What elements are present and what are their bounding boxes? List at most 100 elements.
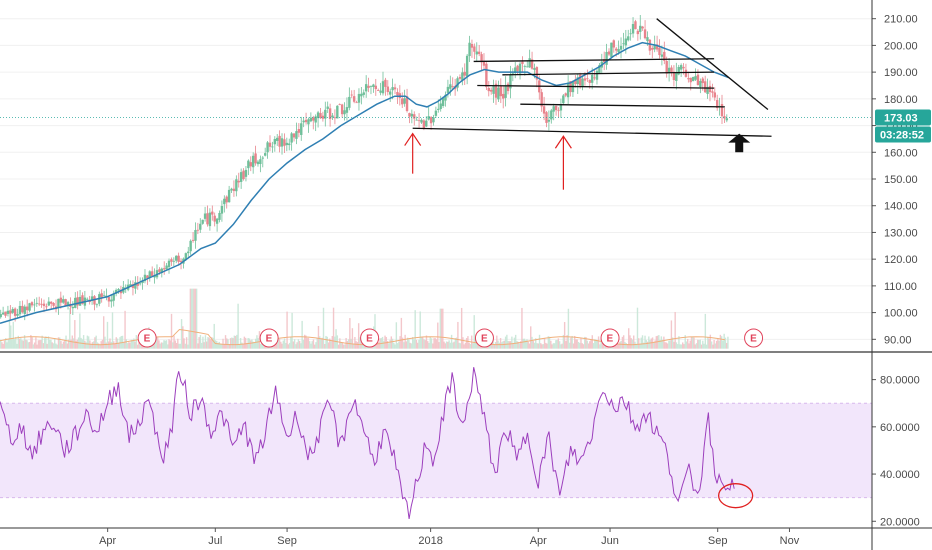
rsi-pane[interactable]: 80.0000 60.0000 40.0000 20.0000 [0,367,920,528]
volume-bar [538,334,541,349]
volume-bar [566,335,568,349]
candle-body [566,82,570,98]
volume-bar [246,343,248,349]
candle-body [302,120,305,123]
volume-bar [223,343,225,349]
volume-bar [458,342,460,349]
volume-bar [424,340,426,349]
volume-bar [527,341,529,349]
candle-body [530,59,534,69]
candle-body [550,110,553,120]
volume-bar [694,344,696,349]
volume-bar [232,338,234,349]
candle-body [629,33,632,35]
volume-bar [575,339,577,349]
candle-body [42,303,46,307]
volume-bar [580,338,582,349]
volume-bar [678,336,680,349]
candle-body [723,116,726,119]
candle-body [516,65,519,71]
volume-bar [1,342,3,349]
candle-body [18,305,22,315]
price-tick-label: 180.00 [884,94,918,106]
volume-bar [17,335,20,349]
candle-body [167,260,171,268]
volume-bar [563,322,566,349]
volume-bar [286,311,288,349]
volume-bar [69,307,71,349]
volume-bar [340,342,342,349]
volume-bar [188,331,190,349]
earnings-marker [137,328,157,348]
candle-body [590,74,594,83]
volume-bar [159,343,161,349]
rsi-axis[interactable]: 80.0000 60.0000 40.0000 20.0000 [872,375,920,529]
candle-body [295,131,298,139]
volume-bar [114,343,116,349]
volume-bar [106,321,109,349]
last-price-badge: 173.03 [875,109,931,126]
candle-body [37,303,41,305]
earnings-marker [600,328,620,348]
volume-bar [629,335,631,349]
candle-body [146,275,149,279]
volume-bar [601,338,604,349]
volume-bar [342,344,345,349]
volume-bar [13,339,16,349]
candle-body [292,133,296,138]
candle-body [268,142,272,147]
volume-bar [724,337,727,349]
earnings-marker [360,328,380,348]
volume-bar [3,340,6,349]
volume-bar [6,342,8,349]
volume-bar [646,341,649,349]
candle-body [211,211,214,215]
volume-bar [423,339,425,349]
candle-body [304,119,308,123]
price-grid [0,18,872,340]
volume-bar [10,325,12,349]
candle-body [362,92,365,95]
volume-bar [346,340,349,349]
candle-body [651,47,654,50]
volume-bar [75,340,77,349]
volume-bar [165,340,168,349]
candle-body [213,215,216,222]
volume-bar [85,342,87,349]
volume-bar [11,339,13,349]
candle-body [456,78,459,88]
candle-body [263,153,267,156]
volume-bar [108,341,110,349]
volume-bar [648,336,650,349]
volume-bar [660,336,663,349]
volume-bar [316,338,318,349]
candle-body [564,93,567,96]
candle-body [129,284,132,287]
volume-bar [674,311,676,349]
volume-bar [508,341,511,349]
volume-bar [617,343,620,349]
candle-body [386,86,390,93]
candle-body [163,268,166,270]
volume-bar [577,341,580,349]
time-tick-label: Sep [277,535,297,547]
candle-body [259,159,262,165]
candle-body [675,72,678,81]
volume-bar [360,338,362,349]
volume-bar [51,342,53,349]
candle-body [643,29,647,39]
candle-body [583,78,587,81]
volume-bar [664,342,666,349]
volume-bar [717,337,719,349]
volume-bar [528,343,531,349]
volume-bar [95,335,97,349]
candle-body [343,110,346,115]
volume-bar [571,335,573,349]
volume-bar [300,343,302,349]
volume-bar [565,341,567,349]
time-axis[interactable]: Apr Jul Sep 2018 Apr Jun Sep Nov [99,528,800,547]
volume-bar [659,340,661,349]
volume-bar [389,339,391,349]
candle-body [552,106,555,112]
